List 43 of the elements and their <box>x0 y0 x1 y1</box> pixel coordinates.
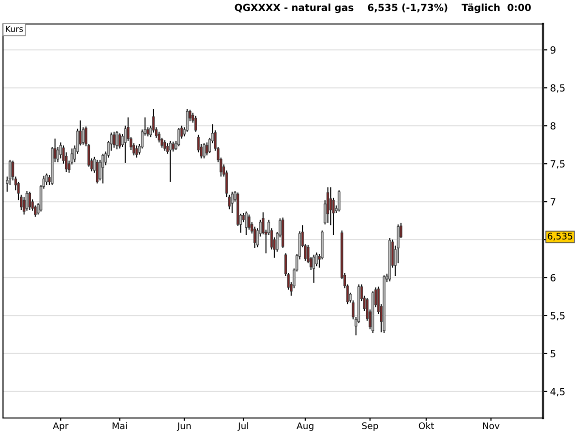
chart-title: QGXXXX - natural gas 6,535 (-1,73%) Täglich 0:00 <box>234 3 531 14</box>
candlestick <box>312 254 316 284</box>
candlestick <box>186 108 189 132</box>
y-tick-label: 7 <box>550 198 556 206</box>
candlestick <box>163 140 166 152</box>
x-tick-label: Jun <box>176 422 191 431</box>
candlestick <box>96 159 99 184</box>
y-tick-label: 5 <box>550 350 556 358</box>
y-tick-label: 7,5 <box>550 160 565 169</box>
candlestick <box>135 144 138 158</box>
candlestick <box>28 191 32 211</box>
candlestick <box>45 173 48 186</box>
candlestick <box>202 142 206 159</box>
x-tick-label: Okt <box>418 422 434 430</box>
candlestick <box>206 142 208 156</box>
y-tick-label: 5,5 <box>550 312 565 320</box>
x-tick-label: Aug <box>296 422 314 431</box>
candlestick <box>253 226 256 249</box>
annotation: Kurs <box>6 26 23 32</box>
candlestick <box>112 131 116 148</box>
y-tick-label: 8,5 <box>550 84 565 93</box>
x-tick-label: Mai <box>112 422 127 430</box>
candlestick <box>26 190 28 212</box>
y-tick-label: 8 <box>550 122 556 130</box>
candlestick <box>194 115 197 132</box>
candlestick <box>338 190 340 212</box>
candlestick <box>244 210 248 236</box>
candlestick <box>228 194 231 210</box>
x-tick-label: Jul <box>238 422 248 431</box>
annotation: 6,535 <box>548 232 572 240</box>
x-tick-label: Nov <box>483 422 500 430</box>
x-tick-label: Apr <box>52 422 68 431</box>
candlestick <box>169 140 172 182</box>
candlestick <box>102 153 104 184</box>
candlestick <box>177 127 180 147</box>
candlestick <box>230 191 234 214</box>
y-tick-label: 6 <box>550 274 556 282</box>
candlestick <box>326 186 330 224</box>
candlestick <box>116 130 118 150</box>
candlestick <box>118 132 122 150</box>
y-tick-label: 4,5 <box>550 388 565 396</box>
x-tick-label: Sep <box>362 422 378 431</box>
y-tick-label: 9 <box>550 46 556 54</box>
